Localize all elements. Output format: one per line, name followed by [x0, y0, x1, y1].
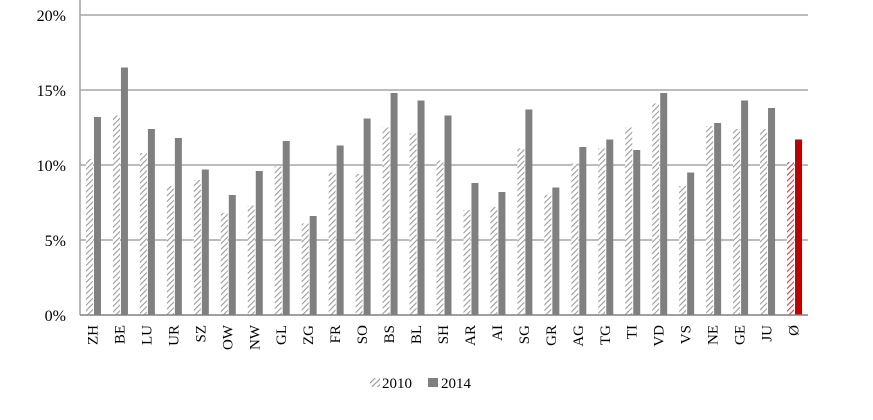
x-tick-label: ZG	[301, 325, 317, 345]
bar-2014	[498, 192, 506, 315]
legend-label-2014: 2014	[441, 376, 472, 392]
x-tick-label: AI	[490, 325, 506, 341]
bar-2010	[652, 103, 660, 315]
x-tick-label: AR	[463, 325, 479, 346]
gridlines	[80, 14, 808, 241]
bar-2010	[193, 180, 201, 315]
x-axis: ZH BE LU UR SZ OW NW GL ZG FR SO BS BL SH AR AI SG GR AG TG…	[80, 314, 808, 350]
bar-2014	[741, 100, 749, 315]
bar-2010	[760, 129, 768, 315]
bar-2010	[544, 195, 552, 315]
bar-2014	[606, 139, 614, 315]
bar-2010	[355, 174, 363, 315]
bar-2010	[679, 186, 687, 315]
bar-2010	[463, 210, 471, 315]
bar-2010	[328, 172, 336, 315]
bar-2010	[490, 207, 498, 315]
bar-2010	[139, 153, 147, 315]
x-tick-label: GE	[733, 325, 749, 345]
x-tick-label: NW	[247, 324, 263, 350]
x-tick-label: GL	[274, 325, 290, 345]
bar-2014	[282, 141, 290, 315]
x-tick-label: TI	[625, 325, 641, 339]
x-tick-label: SG	[517, 325, 533, 344]
x-tick-label: AG	[571, 325, 587, 347]
y-tick-label: 0%	[45, 308, 66, 325]
x-tick-label: BE	[112, 325, 128, 344]
bar-2010	[436, 160, 444, 315]
bar-2014	[795, 139, 803, 315]
bar-2010	[220, 213, 228, 315]
bar-2014	[228, 195, 236, 315]
bar-2014	[687, 172, 695, 315]
bar-2010	[247, 205, 255, 315]
bar-2014	[309, 216, 317, 315]
x-tick-label: GR	[544, 325, 560, 346]
bar-2014	[471, 183, 479, 315]
bar-2010	[625, 127, 633, 315]
legend-swatch-2014	[428, 378, 438, 387]
bar-2014	[255, 171, 263, 315]
x-tick-label: BL	[409, 325, 425, 344]
y-tick-label: 5%	[45, 233, 66, 250]
x-tick-label: SH	[436, 325, 452, 344]
bar-2014	[363, 118, 371, 315]
bar-2014	[147, 129, 155, 315]
x-tick-label: BS	[382, 325, 398, 343]
bar-2014	[579, 147, 587, 315]
x-tick-label: LU	[139, 325, 155, 345]
x-tick-label: UR	[166, 325, 182, 346]
bar-2010	[85, 159, 93, 315]
y-tick-label: 10%	[37, 158, 66, 175]
x-tick-label: OW	[220, 324, 236, 350]
bar-2010	[409, 133, 417, 315]
bar-2010	[733, 129, 741, 315]
x-tick-label: ZH	[85, 325, 101, 345]
y-tick-label: 15%	[37, 83, 66, 100]
bar-2014	[417, 100, 425, 315]
bars	[85, 67, 803, 315]
bar-2010	[166, 186, 174, 315]
bar-2014	[633, 150, 641, 315]
bar-2014	[336, 145, 344, 315]
x-tick-label: SO	[355, 325, 371, 344]
bar-2014	[120, 67, 128, 315]
bar-2010	[112, 115, 120, 315]
x-tick-label: VS	[679, 325, 695, 344]
bar-2014	[390, 93, 398, 315]
bar-2014	[660, 93, 668, 315]
bar-2014	[174, 138, 182, 315]
x-tick-label: NE	[706, 325, 722, 345]
x-tick-label: JU	[760, 325, 776, 342]
x-tick-label: SZ	[193, 325, 209, 343]
bar-2010	[598, 148, 606, 315]
bar-2014	[201, 169, 209, 315]
legend-swatch-2010	[370, 378, 380, 387]
bar-2014	[552, 187, 560, 315]
bar-2010	[274, 166, 282, 315]
bar-2010	[517, 148, 525, 315]
bar-2010	[571, 163, 579, 315]
x-tick-label: FR	[328, 325, 344, 343]
legend: 2010 2014	[370, 376, 472, 392]
legend-label-2010: 2010	[382, 376, 412, 392]
y-axis: 0% 5% 10% 15% 20%	[37, 0, 81, 325]
bar-2010	[382, 127, 390, 315]
bar-2010	[301, 223, 309, 315]
bar-2014	[444, 115, 452, 315]
bar-2014	[525, 109, 533, 315]
x-tick-label: Ø	[787, 325, 803, 336]
bar-2010	[706, 126, 714, 315]
y-tick-label: 20%	[37, 8, 66, 25]
bar-2014	[714, 123, 722, 315]
x-tick-label: TG	[598, 325, 614, 345]
bar-2014	[93, 117, 101, 315]
bar-2010	[787, 162, 795, 315]
x-tick-label: VD	[652, 325, 668, 347]
bar-2014	[768, 108, 776, 315]
